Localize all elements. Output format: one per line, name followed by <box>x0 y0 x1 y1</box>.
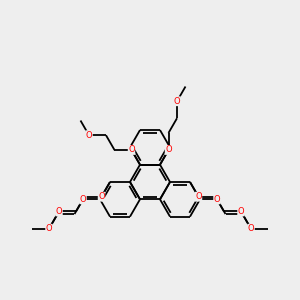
Text: O: O <box>165 146 172 154</box>
Text: O: O <box>238 207 244 216</box>
Text: O: O <box>56 207 62 216</box>
Text: O: O <box>80 195 86 204</box>
Text: O: O <box>248 224 254 233</box>
Text: O: O <box>128 146 135 154</box>
Text: O: O <box>214 195 220 204</box>
Text: O: O <box>174 97 180 106</box>
Text: O: O <box>195 192 202 201</box>
Text: O: O <box>86 131 92 140</box>
Text: O: O <box>98 192 105 201</box>
Text: O: O <box>46 224 52 233</box>
